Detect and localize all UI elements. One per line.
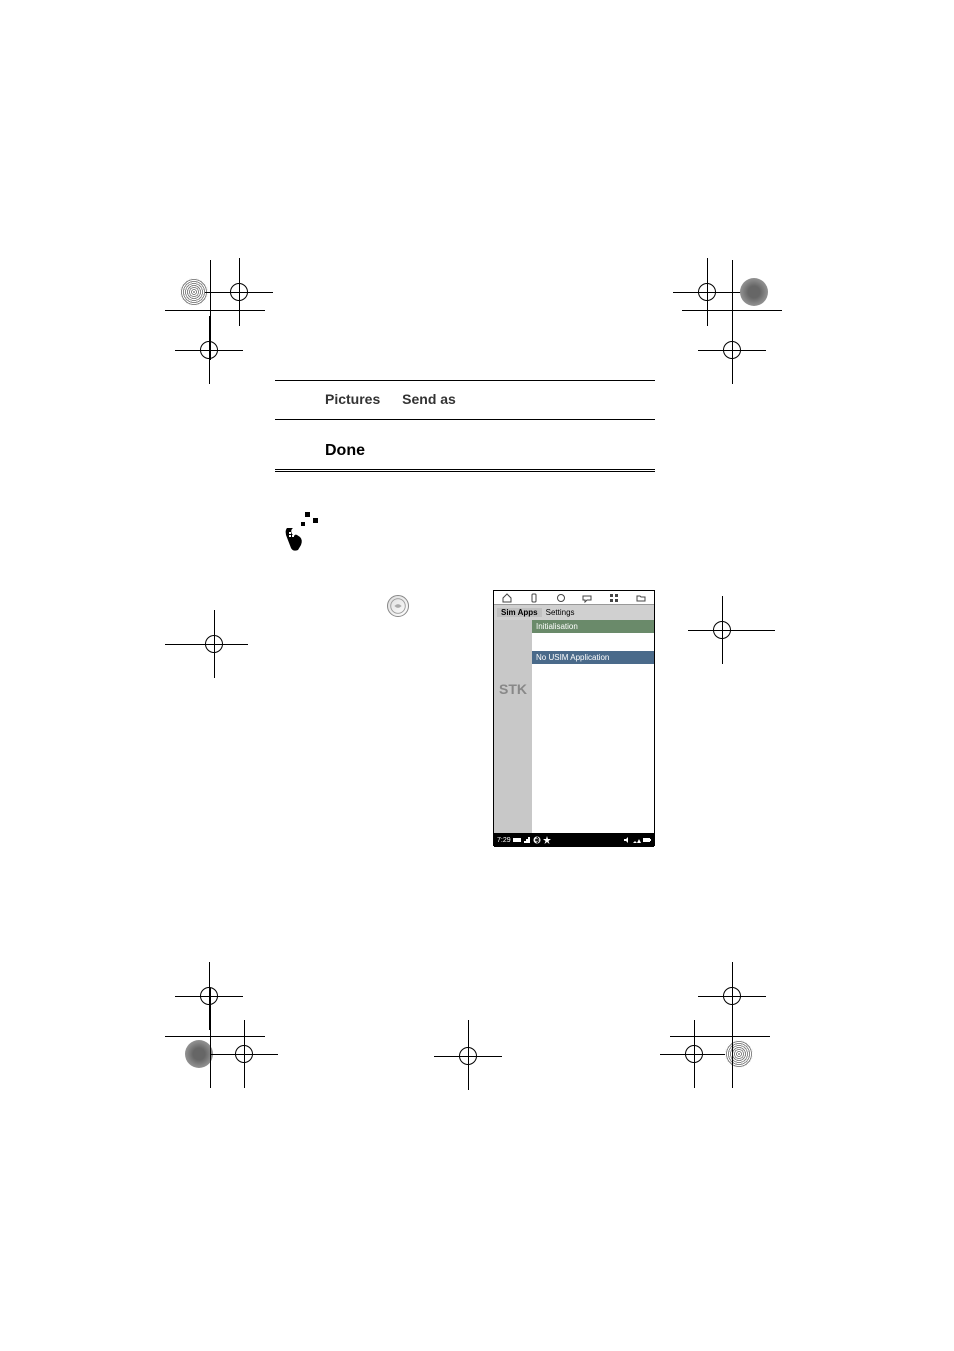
hline-ml <box>165 644 240 645</box>
phone-screenshot: Sim Apps Settings STK Initialisation No … <box>493 590 655 846</box>
message-icon <box>582 593 592 603</box>
hline-bl <box>165 1036 265 1037</box>
crop-mark-tr-bottom <box>718 336 746 364</box>
tab-settings[interactable]: Settings <box>542 608 579 617</box>
crop-mark-br <box>725 1040 753 1068</box>
hline-mr <box>700 630 775 631</box>
phone-data-icon <box>283 510 323 555</box>
crop-mark-bl-top <box>195 982 223 1010</box>
phone-statusbar <box>494 591 654 605</box>
time-label: 7:29 <box>497 837 511 844</box>
stk-label: STK <box>499 681 527 697</box>
crop-mark-tr <box>740 278 768 306</box>
apps-icon <box>609 593 619 603</box>
crop-mark-tr-cross <box>693 278 721 306</box>
hline-tl <box>165 310 265 311</box>
item-initialisation[interactable]: Initialisation <box>532 620 654 633</box>
vline-bc <box>468 1020 469 1090</box>
crosshair-circle <box>230 283 248 301</box>
crop-dark-circle <box>185 1040 213 1068</box>
crosshair <box>680 1040 708 1068</box>
sound-icon <box>623 836 631 844</box>
phone-tabs: Sim Apps Settings <box>494 605 654 620</box>
done-label: Done <box>325 442 365 460</box>
crop-mark-tl-cross <box>225 278 253 306</box>
circle-icon <box>556 593 566 603</box>
crop-dark-circle <box>740 278 768 306</box>
table-row-pictures: Pictures Send as <box>275 380 655 420</box>
phone-svg <box>283 510 323 555</box>
phone-main: STK Initialisation No USIM Application <box>494 620 654 833</box>
row-text-pictures: Pictures Send as <box>275 381 655 417</box>
tab-simapps[interactable]: Sim Apps <box>497 608 542 617</box>
phone-sidebar: STK <box>494 620 532 833</box>
star-icon <box>543 836 551 844</box>
crosshair <box>230 1040 258 1068</box>
crop-mark-tl-dark <box>195 336 223 364</box>
row-text-done: Done <box>275 432 655 470</box>
crosshair <box>718 336 746 364</box>
crosshair <box>693 278 721 306</box>
home-icon <box>502 593 512 603</box>
crosshair-circle <box>698 283 716 301</box>
crosshair-circle <box>723 341 741 359</box>
network-icon <box>633 836 641 844</box>
phone-icon <box>529 593 539 603</box>
crop-mark-bl-cross <box>230 1040 258 1068</box>
crop-pattern-circle <box>180 278 208 306</box>
subsection-icon <box>387 595 409 617</box>
item-no-usim[interactable]: No USIM Application <box>532 651 654 664</box>
phone-content: Initialisation No USIM Application <box>532 620 654 833</box>
crosshair <box>195 336 223 364</box>
phone-bottombar: 7:29 <box>494 833 654 847</box>
crosshair <box>225 278 253 306</box>
crosshair <box>195 982 223 1010</box>
crosshair-circle <box>200 987 218 1005</box>
crosshair-circle <box>685 1045 703 1063</box>
crop-mark-bl <box>185 1040 213 1068</box>
crop-pattern-circle <box>725 1040 753 1068</box>
vline-bl <box>210 988 211 1088</box>
crop-mark-br-cross <box>680 1040 708 1068</box>
crop-mark-tl <box>180 278 208 306</box>
page-content: Pictures Send as Done <box>0 0 954 1351</box>
bottombar-left: 7:29 <box>497 836 551 844</box>
hline-br <box>670 1036 770 1037</box>
signal-icon <box>523 836 531 844</box>
send-as-label: Send as <box>402 391 456 407</box>
battery-icon <box>643 836 651 844</box>
keyboard-icon <box>513 836 521 844</box>
crosshair-circle <box>235 1045 253 1063</box>
folder-icon <box>636 593 646 603</box>
bluetooth-icon <box>533 836 541 844</box>
bottombar-right <box>623 836 651 844</box>
table-row-done: Done <box>275 432 655 472</box>
vline-br <box>732 988 733 1088</box>
pictures-label: Pictures <box>325 391 380 407</box>
crosshair-circle <box>200 341 218 359</box>
